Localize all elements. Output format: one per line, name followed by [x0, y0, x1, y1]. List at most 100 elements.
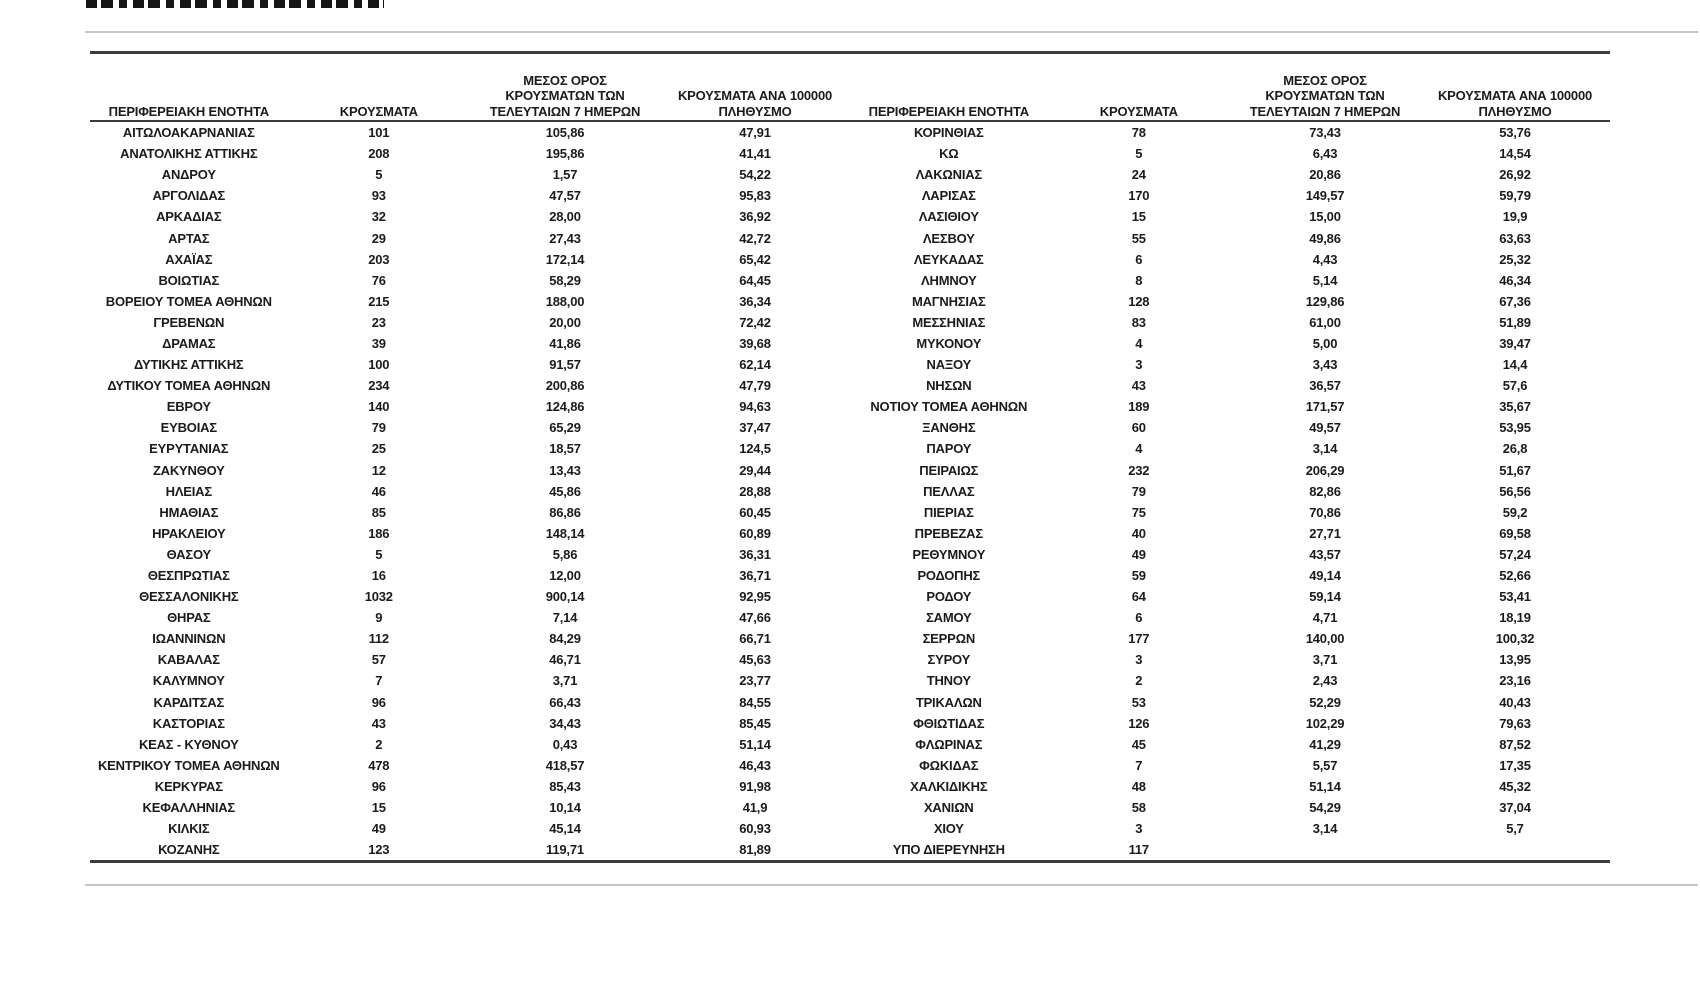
region-name: ΣΑΜΟΥ [926, 610, 972, 626]
avg-7day-value: 4,71 [1312, 610, 1338, 626]
avg-7day-value: 0,43 [552, 736, 578, 752]
region-name: ΚΑΛΥΜΝΟΥ [152, 673, 225, 689]
region-name: ΚΑΒΑΛΑΣ [157, 652, 220, 668]
region-name: ΡΕΘΥΜΝΟΥ [912, 546, 986, 562]
table-row: ΧΑΝΙΩΝ 58 54,29 37,04 [850, 797, 1610, 818]
regional-cases-table: ΠΕΡΙΦΕΡΕΙΑΚΗ ΕΝΟΤΗΤΑ ΚΡΟΥΣΜΑΤΑ ΜΕΣΟΣ ΟΡΟ… [90, 51, 1610, 864]
cases-value: 186 [368, 525, 390, 541]
table-row: ΠΕΙΡΑΙΩΣ 232 206,29 51,67 [850, 460, 1610, 481]
region-name: ΑΡΤΑΣ [168, 230, 210, 246]
table-row: ΦΩΚΙΔΑΣ 7 5,57 17,35 [850, 755, 1610, 776]
avg-7day-value: 6,43 [1312, 146, 1338, 162]
region-name: ΗΜΑΘΙΑΣ [159, 504, 219, 520]
per-100k-value: 94,63 [739, 399, 771, 415]
table-row: ΑΙΤΩΛΟΑΚΑΡΝΑΝΙΑΣ 101 105,86 47,91 [90, 122, 850, 143]
region-name: ΗΛΕΙΑΣ [165, 483, 213, 499]
avg-7day-value: 43,57 [1309, 546, 1341, 562]
region-name: ΔΡΑΜΑΣ [162, 335, 216, 351]
cases-value: 5 [1135, 146, 1143, 162]
per-100k-value: 79,63 [1499, 715, 1531, 731]
table-row: ΠΙΕΡΙΑΣ 75 70,86 59,2 [850, 502, 1610, 523]
avg-7day-value: 49,57 [1309, 420, 1341, 436]
per-100k-value: 36,71 [739, 568, 771, 584]
cases-value: 232 [1128, 462, 1150, 478]
region-name: ΦΛΩΡΙΝΑΣ [915, 736, 983, 752]
per-100k-value: 51,14 [739, 736, 771, 752]
region-name: ΘΑΣΟΥ [166, 546, 212, 562]
region-name: ΚΕΝΤΡΙΚΟΥ ΤΟΜΕΑ ΑΘΗΝΩΝ [97, 757, 280, 773]
cases-value: 79 [371, 420, 386, 436]
table-row: ΧΑΛΚΙΔΙΚΗΣ 48 51,14 45,32 [850, 776, 1610, 797]
table-row: ΚΑΛΥΜΝΟΥ 7 3,71 23,77 [90, 670, 850, 691]
table-row: ΤΡΙΚΑΛΩΝ 53 52,29 40,43 [850, 692, 1610, 713]
cases-value: 1032 [364, 589, 393, 605]
per-100k-value: 51,67 [1499, 462, 1531, 478]
avg-7day-value: 61,00 [1309, 314, 1341, 330]
avg-7day-value: 85,43 [549, 778, 581, 794]
cases-value: 60 [1131, 420, 1146, 436]
avg-7day-value: 45,86 [549, 483, 581, 499]
region-name: ΖΑΚΥΝΘΟΥ [152, 462, 225, 478]
cases-value: 208 [368, 146, 390, 162]
per-100k-value: 85,45 [739, 715, 771, 731]
region-name: ΣΥΡΟΥ [927, 652, 971, 668]
cases-value: 32 [371, 209, 386, 225]
per-100k-value: 95,83 [739, 188, 771, 204]
avg-7day-value: 41,86 [549, 335, 581, 351]
avg-7day-value: 3,71 [552, 673, 578, 689]
avg-7day-value: 28,00 [549, 209, 581, 225]
region-name: ΚΕΡΚΥΡΑΣ [154, 778, 223, 794]
table-row: ΚΑΡΔΙΤΣΑΣ 96 66,43 84,55 [90, 692, 850, 713]
per-100k-value: 17,35 [1499, 757, 1531, 773]
per-100k-value: 60,93 [739, 821, 771, 837]
table-row: ΚΩ 5 6,43 14,54 [850, 143, 1610, 164]
table-row: ΠΕΛΛΑΣ 79 82,86 56,56 [850, 481, 1610, 502]
region-name: ΘΗΡΑΣ [167, 610, 211, 626]
header-avg-7day: ΜΕΣΟΣ ΟΡΟΣ ΚΡΟΥΣΜΑΤΩΝ ΤΩΝ ΤΕΛΕΥΤΑΙΩΝ 7 Η… [1249, 72, 1401, 119]
avg-7day-value: 3,14 [1312, 821, 1338, 837]
avg-7day-value: 206,29 [1305, 462, 1345, 478]
table-row: ΣΕΡΡΩΝ 177 140,00 100,32 [850, 628, 1610, 649]
region-name: ΒΟΙΩΤΙΑΣ [158, 272, 220, 288]
avg-7day-value: 2,43 [1312, 673, 1338, 689]
table-row: ΗΛΕΙΑΣ 46 45,86 28,88 [90, 481, 850, 502]
cases-value: 128 [1128, 293, 1150, 309]
avg-7day-value: 84,29 [549, 631, 581, 647]
region-name: ΛΕΥΚΑΔΑΣ [913, 251, 984, 267]
per-100k-value: 13,95 [1499, 652, 1531, 668]
avg-7day-value: 20,00 [549, 314, 581, 330]
cases-value: 96 [371, 778, 386, 794]
per-100k-value: 84,55 [739, 694, 771, 710]
cases-value: 15 [1131, 209, 1146, 225]
region-name: ΛΗΜΝΟΥ [921, 272, 977, 288]
cases-value: 49 [1131, 546, 1146, 562]
cases-value: 203 [368, 251, 390, 267]
cases-value: 43 [1131, 378, 1146, 394]
per-100k-value: 92,95 [739, 589, 771, 605]
table-row: ΦΛΩΡΙΝΑΣ 45 41,29 87,52 [850, 734, 1610, 755]
avg-7day-value: 140,00 [1305, 631, 1345, 647]
region-name: ΜΑΓΝΗΣΙΑΣ [911, 293, 986, 309]
per-100k-value: 35,67 [1499, 399, 1531, 415]
per-100k-value: 42,72 [739, 230, 771, 246]
avg-7day-value: 46,71 [549, 652, 581, 668]
clipped-title-remnant [86, 0, 384, 8]
table-body-right: ΚΟΡΙΝΘΙΑΣ 78 73,43 53,76 ΚΩ 5 6,43 14,54 ΛΑΚΩΝΙΑ… [850, 122, 1610, 860]
cases-value: 96 [371, 694, 386, 710]
avg-7day-value: 12,00 [549, 568, 581, 584]
cases-value: 100 [368, 357, 390, 373]
avg-7day-value: 418,57 [545, 757, 585, 773]
per-100k-value: 26,8 [1502, 441, 1528, 457]
avg-7day-value: 54,29 [1309, 800, 1341, 816]
per-100k-value: 46,43 [739, 757, 771, 773]
cases-value: 3 [1135, 652, 1143, 668]
cases-value: 5 [375, 546, 383, 562]
region-name: ΧΑΛΚΙΔΙΚΗΣ [910, 778, 988, 794]
region-name: ΚΟΖΑΝΗΣ [158, 842, 220, 858]
table-row: ΣΑΜΟΥ 6 4,71 18,19 [850, 607, 1610, 628]
table-row: ΔΥΤΙΚΟΥ ΤΟΜΕΑ ΑΘΗΝΩΝ 234 200,86 47,79 [90, 375, 850, 396]
per-100k-value: 81,89 [739, 842, 771, 858]
avg-7day-value: 15,00 [1309, 209, 1341, 225]
per-100k-value: 18,19 [1499, 610, 1531, 626]
per-100k-value: 52,66 [1499, 568, 1531, 584]
